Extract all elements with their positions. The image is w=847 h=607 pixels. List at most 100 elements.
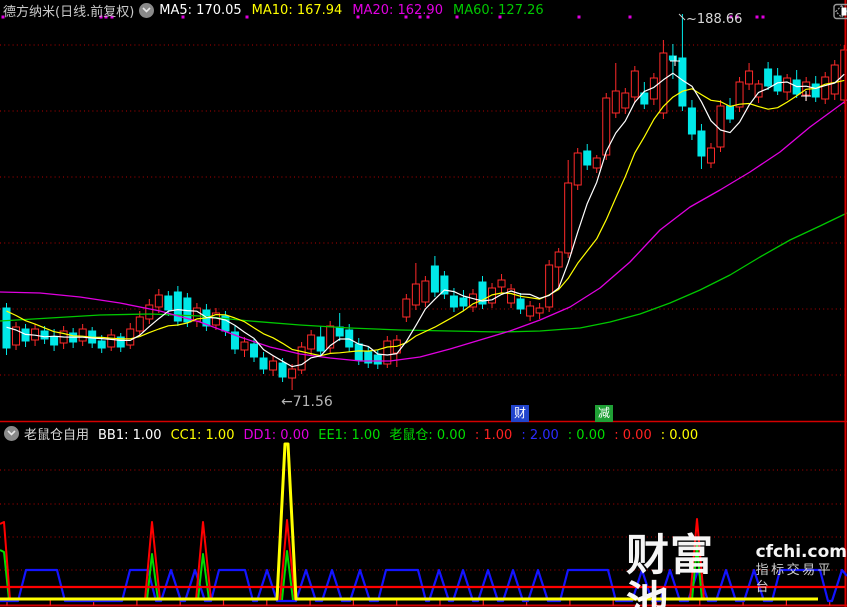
value-readout: DD1: 0.00 xyxy=(243,427,310,443)
candle xyxy=(97,340,106,349)
indicator-red-spike xyxy=(689,518,705,601)
value-readout: MA5: 170.05 xyxy=(159,2,242,18)
indicator-yellow-line xyxy=(0,442,818,601)
ma10-line xyxy=(6,79,845,357)
indicator-green-spike xyxy=(197,553,210,601)
indicator-green-spike xyxy=(146,553,159,601)
candle xyxy=(573,152,582,186)
signal-dot xyxy=(418,15,422,19)
candle xyxy=(583,150,592,166)
signal-dot xyxy=(729,15,733,19)
signal-dot xyxy=(181,15,185,19)
ma60-line xyxy=(0,212,847,333)
signal-dot xyxy=(1,15,5,19)
candle xyxy=(735,81,744,108)
value-readout: : 0.00 xyxy=(660,427,699,443)
ma5-line xyxy=(6,72,845,368)
signal-dot xyxy=(104,15,108,19)
indicator-green-spike xyxy=(281,550,294,601)
candle xyxy=(278,362,287,378)
chevron-down-circle-icon[interactable] xyxy=(4,425,19,441)
signal-dot xyxy=(628,15,632,19)
candle xyxy=(230,331,239,350)
candle xyxy=(173,291,182,322)
value-readout: BB1: 1.00 xyxy=(98,427,162,443)
candle xyxy=(107,334,116,348)
candle xyxy=(497,279,506,288)
ma20-line xyxy=(0,99,847,362)
candle xyxy=(250,343,259,358)
stock-title: 德方纳米(日线.前复权) xyxy=(3,4,135,20)
candle xyxy=(12,326,21,346)
candle xyxy=(830,64,839,95)
candle xyxy=(459,297,468,307)
watermark-domain: cfchi.com xyxy=(755,542,847,562)
candle xyxy=(554,251,563,268)
candle xyxy=(640,92,649,105)
candle xyxy=(116,336,125,348)
indicator-value-readouts: 老鼠仓自用 BB1: 1.00 CC1: 1.00 DD1: 0.00 EE1: 1.0… xyxy=(24,424,707,443)
candle xyxy=(354,343,363,361)
candle xyxy=(821,76,830,100)
candle xyxy=(773,75,782,92)
watermark-brand: 财富池 xyxy=(626,531,714,607)
ma-value-readouts: MA5: 170.05 MA10: 167.94 MA20: 162.90 MA60:… xyxy=(159,3,553,18)
value-readout: : 0.00 xyxy=(614,427,652,443)
candle xyxy=(630,70,639,98)
signal-dot xyxy=(498,15,502,19)
candle xyxy=(269,360,278,371)
indicator-red-spike xyxy=(195,521,212,601)
candle xyxy=(478,281,487,305)
candle xyxy=(335,326,344,337)
value-readout: : 2.00 xyxy=(521,427,559,443)
candle xyxy=(592,157,601,169)
candle xyxy=(154,294,163,308)
candle xyxy=(40,330,49,340)
candle xyxy=(706,147,715,164)
candle xyxy=(564,182,573,254)
chevron-down-circle-icon[interactable] xyxy=(139,2,155,18)
candle xyxy=(164,295,173,311)
candle xyxy=(697,130,706,157)
candle xyxy=(78,328,87,342)
candle xyxy=(307,334,316,350)
candle xyxy=(516,298,525,310)
signal-dot xyxy=(245,15,249,19)
signal-dot xyxy=(356,15,360,19)
signal-dot xyxy=(426,15,430,19)
candle xyxy=(764,68,773,87)
value-readout: MA60: 127.26 xyxy=(452,2,544,18)
candle xyxy=(602,97,611,156)
candle xyxy=(621,92,630,109)
candle xyxy=(783,77,792,93)
candle xyxy=(373,354,382,365)
candle xyxy=(421,280,430,303)
candle xyxy=(611,90,620,114)
candle xyxy=(316,336,325,352)
indicator-red-spike xyxy=(0,521,11,601)
signal-dot xyxy=(577,15,581,19)
signal-dot xyxy=(761,15,765,19)
signal-dot xyxy=(735,15,739,19)
candle xyxy=(411,283,420,306)
candle xyxy=(288,368,297,379)
high-pointer xyxy=(678,13,686,21)
indicator-green-spike xyxy=(691,545,703,601)
indicator-green-spike xyxy=(0,549,10,601)
watermark-tagline: 指标交易平台 xyxy=(755,563,834,595)
value-readout: 老鼠仓: 0.00 xyxy=(389,427,466,443)
indicator-red-spike xyxy=(279,519,296,601)
event-badge-jian: 减 xyxy=(595,405,613,422)
candle xyxy=(364,351,373,364)
value-readout: : 1.00 xyxy=(474,427,513,443)
event-badge-cai: 财 xyxy=(511,405,529,422)
indicator-red-spike xyxy=(144,521,161,601)
candle xyxy=(811,83,820,98)
candle xyxy=(745,70,754,85)
candle xyxy=(716,105,725,148)
candle xyxy=(726,105,735,120)
candle xyxy=(50,336,59,346)
indicator-header: 老鼠仓自用 BB1: 1.00 CC1: 1.00 DD1: 0.00 EE1: 1.0… xyxy=(0,423,707,443)
